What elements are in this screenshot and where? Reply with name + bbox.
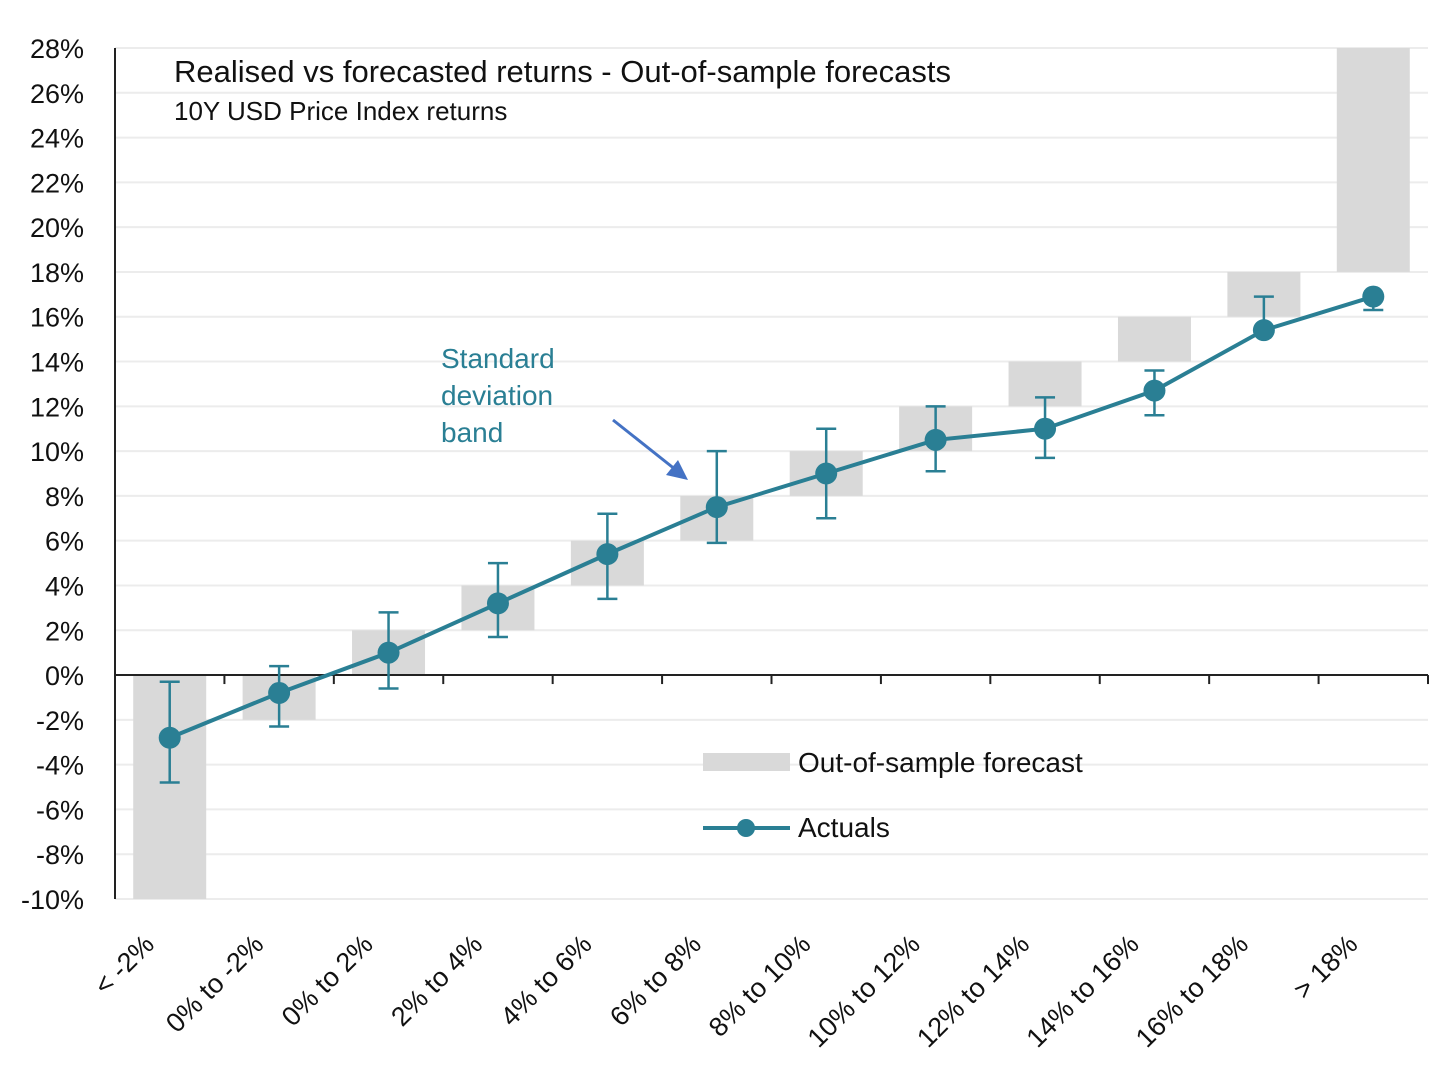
y-tick-label: 20% <box>30 213 84 243</box>
chart-title: Realised vs forecasted returns - Out-of-… <box>174 54 951 89</box>
forecast-bar <box>1336 48 1410 272</box>
actuals-point <box>268 681 291 704</box>
actuals-point <box>596 543 619 566</box>
annotation-line-1: Standard <box>441 343 555 374</box>
legend-forecast-swatch <box>703 753 790 771</box>
annotation-line-2: deviation <box>441 380 553 411</box>
actuals-series <box>158 285 1385 749</box>
x-tick-label: 10% to 12% <box>802 929 926 1053</box>
y-tick-labels: 28% 26% 24% 22% 20% 18% 16% 14% 12% 10% 8% 6% 4% 2% 0%… <box>21 34 84 915</box>
legend: Out-of-sample forecast Actuals <box>703 747 1083 843</box>
y-tick-label: -6% <box>36 795 84 825</box>
error-bars <box>159 295 1384 784</box>
legend-forecast-label: Out-of-sample forecast <box>798 747 1083 778</box>
y-tick-label: 22% <box>30 168 84 198</box>
actuals-point <box>1034 417 1057 440</box>
y-tick-label: 4% <box>45 571 84 601</box>
actuals-point <box>815 462 838 485</box>
y-tick-label: 26% <box>30 79 84 109</box>
y-tick-label: -8% <box>36 840 84 870</box>
y-tick-label: -4% <box>36 751 84 781</box>
x-tick-label: 0% to -2% <box>160 929 269 1038</box>
forecast-bars <box>133 48 1410 899</box>
legend-actuals-label: Actuals <box>798 812 890 843</box>
legend-actuals-marker <box>737 819 755 837</box>
annotation-line-3: band <box>441 417 503 448</box>
y-tick-label: 6% <box>45 527 84 557</box>
actuals-line <box>168 294 1374 740</box>
actuals-point <box>377 641 400 664</box>
y-tick-label: 14% <box>30 348 84 378</box>
x-tick-label: 4% to 6% <box>495 929 598 1032</box>
annotation: Standard deviation band <box>441 343 688 480</box>
x-tick-label: 16% to 18% <box>1130 929 1254 1053</box>
x-tick-label: < -2% <box>88 929 160 1001</box>
x-tick-label: 14% to 16% <box>1021 929 1145 1053</box>
actuals-point <box>705 496 728 519</box>
gridlines <box>115 47 1428 900</box>
y-tick-label: 8% <box>45 482 84 512</box>
y-tick-label: 12% <box>30 392 84 422</box>
actuals-point <box>1143 379 1166 402</box>
y-tick-label: 28% <box>30 34 84 64</box>
actuals-point <box>924 428 947 451</box>
x-tick-label: > 18% <box>1288 929 1364 1005</box>
x-tick-label: 6% to 8% <box>604 929 707 1032</box>
x-tick-label: 2% to 4% <box>385 929 488 1032</box>
y-tick-label: 16% <box>30 303 84 333</box>
actuals-point <box>1252 319 1275 342</box>
x-tick-labels: < -2% 0% to -2% 0% to 2% 2% to 4% 4% to 6% 6%… <box>88 929 1363 1053</box>
actuals-point <box>1362 285 1385 308</box>
y-tick-label: 2% <box>45 616 84 646</box>
actuals-point <box>158 726 181 749</box>
y-tick-label: 10% <box>30 437 84 467</box>
x-tick-label: 12% to 14% <box>911 929 1035 1053</box>
actuals-point <box>486 592 509 615</box>
y-tick-label: -2% <box>36 706 84 736</box>
annotation-arrow-head <box>666 460 688 480</box>
x-tick-label: 0% to 2% <box>276 929 379 1032</box>
forecast-bar <box>1117 316 1191 362</box>
chart-subtitle: 10Y USD Price Index returns <box>174 96 507 126</box>
y-tick-label: 0% <box>45 661 84 691</box>
y-tick-label: 18% <box>30 258 84 288</box>
annotation-arrow-shaft <box>612 418 677 472</box>
y-tick-label: 24% <box>30 124 84 154</box>
y-tick-label: -10% <box>21 885 84 915</box>
x-tick-label: 8% to 10% <box>703 929 817 1043</box>
axes <box>114 48 1429 899</box>
